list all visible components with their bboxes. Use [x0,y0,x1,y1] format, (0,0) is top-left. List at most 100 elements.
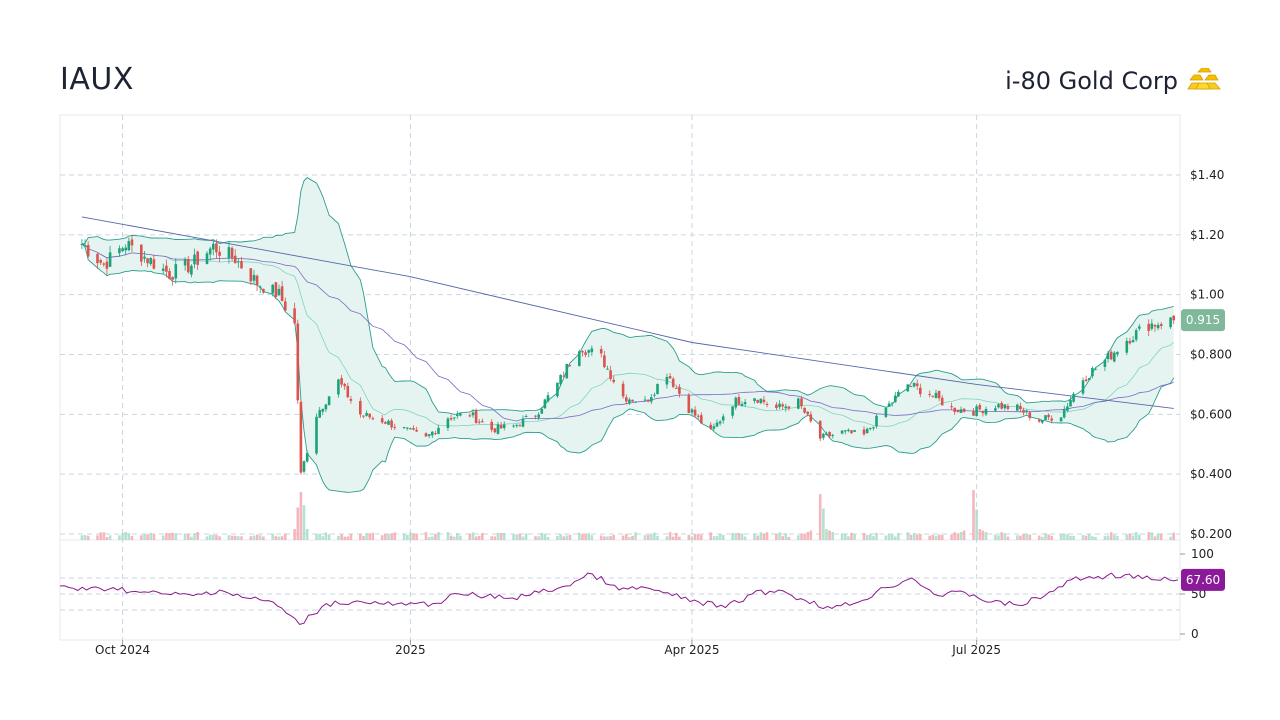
candle-body [559,374,562,385]
volume-bar [759,532,763,540]
volume-bar [1116,536,1119,540]
candle-body [215,243,218,253]
candle-body [628,399,631,403]
volume-bar [1156,533,1160,540]
volume-bar [83,535,87,540]
candle-body [690,409,694,413]
volume-bar [499,533,503,540]
volume-bar [862,533,866,540]
volume-bar [822,508,825,540]
candle-body [493,428,497,433]
candle-body [121,248,124,252]
candle-body [193,254,196,265]
candle-body [759,398,763,404]
candle-body [865,428,869,434]
candle-body [387,420,390,425]
candle-body [540,409,544,414]
candle-body [255,275,259,285]
volume-bar [1066,534,1069,540]
volume-bar [409,532,412,540]
volume-bar [1094,536,1097,540]
volume-bar [118,535,121,540]
volume-bar [599,535,603,540]
volume-bar [931,534,935,540]
volume-bar [302,505,306,540]
candle-body [427,434,431,436]
volume-bar [212,534,215,540]
volume-bar [953,532,956,540]
candle-body [515,424,519,426]
volume-bar [161,535,165,540]
candle-body [784,406,788,409]
volume-bar [1025,534,1028,540]
candle-body [1066,406,1069,411]
candle-body [1116,351,1119,355]
volume-bar [778,532,781,540]
volume-bar [1072,535,1075,540]
candle-body [1037,419,1041,422]
candle-body [362,415,365,417]
volume-bar [537,536,540,540]
volume-bar [981,530,985,540]
candle-body [108,252,112,267]
volume-bar [897,533,900,540]
candle-body [668,376,672,379]
volume-bar [994,534,997,540]
volume-bar [190,536,193,540]
candle-body [130,239,134,246]
x-tick-label: Jul 2025 [951,643,1001,657]
candle-body [653,394,656,396]
candle-body [512,425,515,427]
candle-body [118,248,121,254]
volume-bar [1103,535,1107,540]
gold-bars-icon [1187,68,1221,90]
volume-bar [1006,536,1010,540]
candle-body [712,426,716,429]
candle-body [1025,410,1028,412]
volume-bar [1044,533,1047,540]
candle-body [621,383,625,397]
candle-body [305,452,309,462]
volume-bar [534,536,537,540]
candle-body [237,261,240,263]
candle-body [950,406,953,408]
ma-20-line [81,243,1174,427]
rsi-line [59,572,1179,625]
volume-bar [143,533,146,540]
candle-body [828,432,831,437]
candle-body [208,248,212,255]
candle-body [321,408,325,412]
candle-body [675,387,678,389]
candle-body [646,399,650,402]
candle-body [521,418,525,427]
volume-bar [255,534,259,540]
candle-body [631,399,634,402]
candle-body [1131,340,1135,343]
volume-bar [1016,535,1019,540]
volume-bar [700,534,703,540]
volume-bar [865,534,869,540]
candle-body [740,404,744,407]
candle-body [446,418,450,428]
volume-bar [252,535,256,540]
candle-body [496,424,500,434]
candle-body [190,265,193,275]
candle-body [1106,352,1110,360]
volume-bar [869,534,872,540]
volume-bar [515,534,519,540]
candle-body [803,407,806,413]
candle-body [402,427,406,429]
volume-bar [540,532,544,540]
volume-bar [665,536,669,540]
volume-bar [937,534,941,540]
candle-body [1062,409,1066,418]
candle-body [894,395,897,403]
volume-bar [556,536,559,540]
candle-body [940,397,944,406]
candle-body [1084,379,1088,381]
volume-bar [828,530,831,540]
candle-body [546,395,550,402]
candle-body [928,394,931,395]
volume-bar [271,533,274,540]
y-tick-label: $1.20 [1190,228,1224,242]
